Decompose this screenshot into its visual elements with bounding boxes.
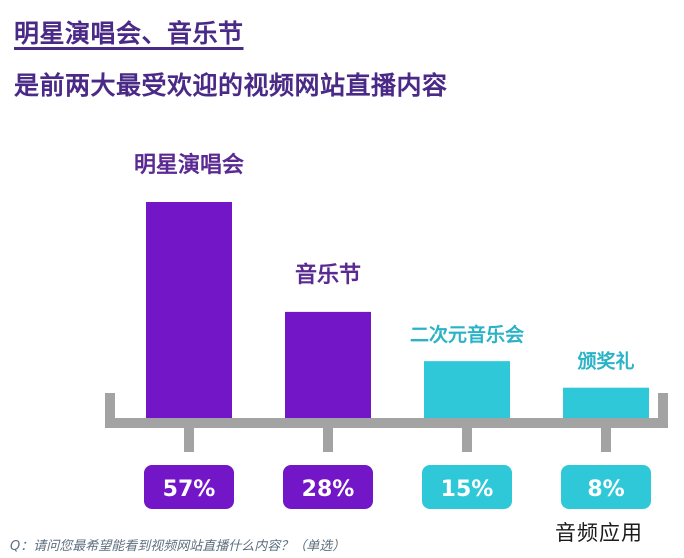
- value-label-1: 57%: [163, 477, 216, 502]
- axis-tick-4: [601, 428, 611, 452]
- bar-4: [563, 387, 649, 418]
- value-label-2: 28%: [302, 477, 355, 502]
- category-label-2: 音乐节: [295, 262, 361, 288]
- watermark-text: 音频应用: [555, 521, 643, 545]
- bar-3: [424, 361, 510, 418]
- axis-tick-3: [462, 428, 472, 452]
- axis-line: [105, 418, 668, 428]
- category-label-4: 颁奖礼: [577, 350, 634, 373]
- value-badge-1: [144, 465, 234, 509]
- category-label-1: 明星演唱会: [134, 152, 244, 178]
- axis-tick-1: [184, 428, 194, 452]
- axis-end-right: [658, 393, 668, 428]
- value-badge-3: [422, 465, 512, 509]
- value-label-4: 8%: [587, 477, 624, 502]
- axis-end-left: [105, 393, 115, 428]
- value-badge-2: [283, 465, 373, 509]
- axis-tick-2: [323, 428, 333, 452]
- survey-question-footnote: Q：请问您最希望能看到视频网站直播什么内容？（单选）: [10, 539, 346, 554]
- chart-title-line1: 明星演唱会、音乐节: [14, 19, 244, 48]
- chart-axis: [105, 393, 668, 452]
- value-label-3: 15%: [441, 477, 494, 502]
- category-label-3: 二次元音乐会: [410, 323, 524, 346]
- value-badge-4: [561, 465, 651, 509]
- chart-title-line2: 是前两大最受欢迎的视频网站直播内容: [14, 71, 448, 100]
- bar-1: [146, 202, 232, 418]
- bar-2: [285, 311, 371, 418]
